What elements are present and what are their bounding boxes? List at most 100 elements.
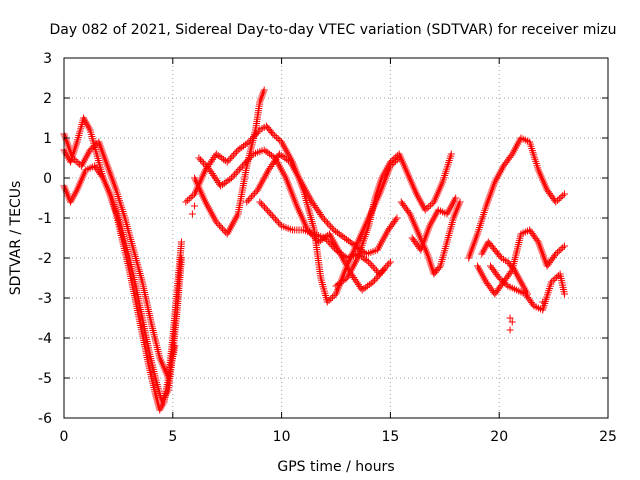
- series-track: [60, 130, 179, 382]
- data-point: [358, 286, 366, 294]
- data-point: [330, 244, 338, 252]
- data-point: [313, 205, 321, 213]
- data-point: [506, 314, 514, 322]
- data-point: [361, 255, 369, 263]
- data-point: [551, 252, 559, 260]
- data-point: [268, 128, 276, 136]
- data-point: [220, 155, 228, 163]
- data-point: [178, 238, 186, 246]
- data-point: [337, 278, 345, 286]
- data-point: [337, 250, 345, 258]
- data-point: [283, 155, 291, 163]
- data-point: [494, 272, 502, 280]
- data-point: [219, 225, 227, 233]
- data-point: [350, 274, 358, 282]
- data-point: [265, 166, 273, 174]
- data-point: [386, 258, 394, 266]
- data-point: [247, 193, 255, 201]
- data-point: [208, 170, 216, 178]
- data-point: [555, 247, 563, 255]
- data-point: [210, 154, 218, 162]
- y-axis-label: SDTVAR / TECUs: [8, 181, 24, 296]
- data-point: [372, 275, 380, 283]
- data-point: [425, 203, 433, 211]
- data-point: [533, 236, 541, 244]
- data-point: [341, 253, 349, 261]
- series-track: [478, 238, 531, 298]
- x-tick-label: 5: [168, 429, 177, 445]
- series-track: [473, 226, 568, 298]
- data-point: [341, 275, 349, 283]
- data-point: [308, 198, 316, 206]
- series-track: [465, 134, 568, 262]
- data-point: [385, 260, 393, 268]
- series-track: [408, 194, 460, 254]
- data-point: [506, 326, 514, 334]
- data-point: [383, 261, 391, 269]
- data-point: [238, 162, 246, 170]
- data-point: [549, 276, 557, 284]
- data-point: [423, 204, 431, 212]
- data-point: [260, 86, 268, 94]
- data-point: [337, 231, 345, 239]
- data-point: [333, 229, 341, 237]
- data-point: [553, 273, 561, 281]
- data-point: [500, 279, 508, 287]
- data-point: [315, 238, 323, 246]
- data-point: [187, 193, 195, 201]
- x-tick-label: 10: [273, 429, 291, 445]
- data-point: [559, 192, 567, 200]
- data-point: [232, 169, 240, 177]
- data-point: [281, 154, 289, 162]
- data-point: [356, 282, 364, 290]
- x-tick-labels: 0 5 10 15 20 25: [60, 429, 617, 445]
- data-point: [185, 195, 193, 203]
- data-point: [243, 139, 251, 147]
- data-point: [211, 173, 219, 181]
- data-point: [90, 143, 98, 151]
- data-point: [426, 201, 434, 209]
- data-point: [276, 136, 284, 144]
- series-track: [60, 162, 186, 406]
- y-tick-label: -1: [38, 211, 52, 227]
- data-point: [214, 151, 222, 159]
- data-point: [456, 198, 464, 206]
- data-point: [327, 241, 335, 249]
- data-point: [322, 217, 330, 225]
- data-point: [229, 151, 237, 159]
- data-point: [309, 200, 317, 208]
- plot-frame: [63, 57, 609, 419]
- data-point: [70, 156, 78, 164]
- data-point: [324, 237, 332, 245]
- data-point: [314, 207, 322, 215]
- data-point: [98, 172, 106, 180]
- data-point: [317, 210, 325, 218]
- data-point: [249, 191, 257, 199]
- data-point: [334, 247, 342, 255]
- data-point: [275, 150, 283, 158]
- data-point: [343, 235, 351, 243]
- data-point: [523, 290, 531, 298]
- data-point: [362, 283, 370, 291]
- data-point: [557, 193, 565, 201]
- data-point: [268, 212, 276, 220]
- data-point: [325, 296, 333, 304]
- data-point: [367, 279, 375, 287]
- data-point: [234, 167, 242, 175]
- data-point: [262, 205, 270, 213]
- data-point: [339, 233, 347, 241]
- data-point: [274, 135, 282, 143]
- x-tick-label: 20: [490, 429, 508, 445]
- data-point: [339, 277, 347, 285]
- data-point: [269, 130, 277, 138]
- data-point: [266, 164, 274, 172]
- data-point: [328, 224, 336, 232]
- x-tick-label: 15: [381, 429, 399, 445]
- data-point: [555, 195, 563, 203]
- data-point: [207, 168, 215, 176]
- data-point: [379, 267, 387, 275]
- data-point: [319, 214, 327, 222]
- data-point: [260, 146, 268, 154]
- data-point: [74, 159, 82, 167]
- data-point: [324, 219, 332, 227]
